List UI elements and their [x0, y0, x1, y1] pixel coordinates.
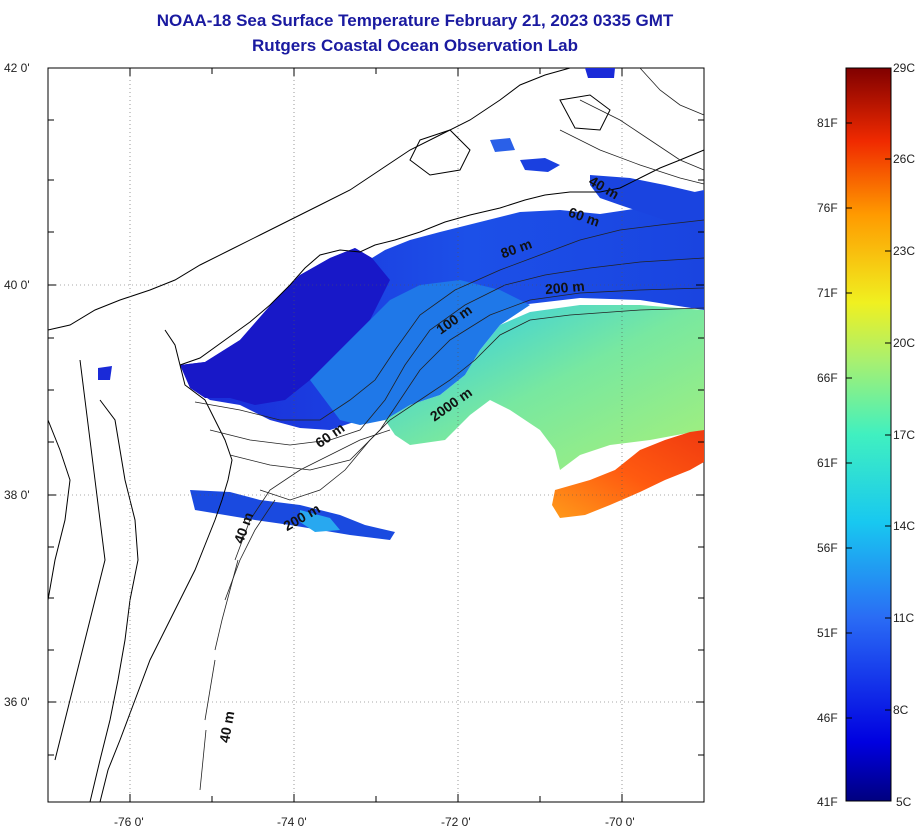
colorbar-f-label: 56F [817, 541, 838, 555]
lon-tick-label: -72 0' [441, 815, 471, 829]
colorbar-c-label: 20C [893, 336, 916, 350]
lon-tick-label: -70 0' [605, 815, 635, 829]
colorbar-f-label: 61F [817, 456, 838, 470]
lon-tick-label: -76 0' [114, 815, 144, 829]
colorbar-f-label: 66F [817, 371, 838, 385]
colorbar-c-label: 5C [896, 795, 912, 809]
map-subtitle: Rutgers Coastal Ocean Observation Lab [252, 36, 578, 55]
colorbar-c-label: 17C [893, 428, 916, 442]
lat-tick-label: 40 0' [4, 278, 30, 292]
colorbar-c-label: 8C [893, 703, 909, 717]
colorbar-f-label: 81F [817, 116, 838, 130]
colorbar-ticks [846, 122, 891, 719]
ocean-temperature-field [98, 68, 704, 540]
axis-ticks [48, 67, 704, 802]
depth-label: 40 m [216, 710, 237, 744]
colorbar-f-label: 71F [817, 286, 838, 300]
depth-label: 200 m [544, 278, 585, 297]
colorbar-c-label: 26C [893, 152, 916, 166]
colorbar-c-label: 11C [893, 611, 915, 625]
lat-tick-label: 38 0' [4, 488, 30, 502]
colorbar-f-label: 46F [817, 711, 838, 725]
bathymetry-contours [194, 67, 705, 791]
coastline [47, 67, 705, 803]
colorbar-f-label: 76F [817, 201, 838, 215]
map-title: NOAA-18 Sea Surface Temperature February… [156, 11, 674, 30]
colorbar-f-label: 41F [817, 795, 838, 809]
colorbar [845, 67, 892, 802]
graticule [48, 68, 704, 802]
colorbar-c-label: 29C [893, 61, 916, 75]
lat-tick-label: 42 0' [4, 61, 30, 75]
lat-tick-label: 36 0' [4, 695, 30, 709]
colorbar-c-label: 23C [893, 244, 916, 258]
lon-tick-label: -74 0' [277, 815, 307, 829]
colorbar-c-label: 14C [893, 519, 916, 533]
colorbar-f-label: 51F [817, 626, 838, 640]
